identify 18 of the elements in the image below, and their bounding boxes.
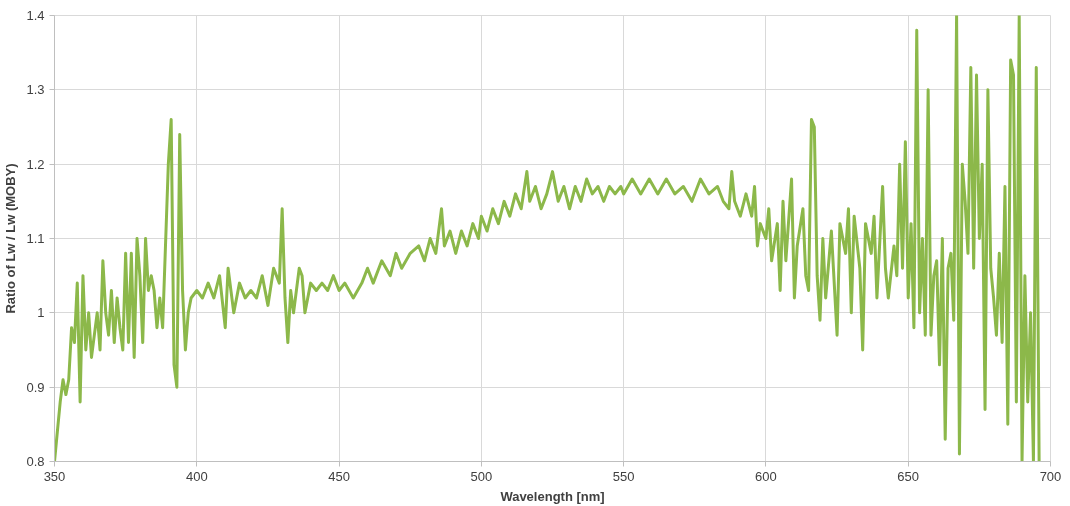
x-tick-label: 600: [755, 468, 777, 484]
y-tick-label: 1: [37, 305, 45, 321]
y-tick-label: 0.8: [26, 454, 45, 469]
x-tick-label: 400: [185, 468, 208, 484]
line-series: [54, 15, 1041, 462]
x-tick-label: 500: [470, 468, 493, 484]
y-tick-label: 1.3: [26, 82, 45, 98]
y-axis-title: Ratio of Lw / Lw (MOBY): [3, 163, 19, 314]
x-tick-label: 650: [897, 468, 920, 484]
y-tick-label: 1.1: [26, 231, 45, 246]
x-tick-label: 450: [328, 468, 350, 484]
y-tick-label: 1.4: [26, 8, 45, 23]
x-tick-label: 350: [43, 468, 66, 484]
x-tick-label: 700: [1039, 468, 1062, 484]
x-axis-title: Wavelength [nm]: [500, 488, 605, 504]
y-tick-label: 1.2: [26, 156, 45, 172]
y-tick-label: 0.9: [26, 379, 45, 395]
x-tick-label: 550: [612, 468, 635, 484]
